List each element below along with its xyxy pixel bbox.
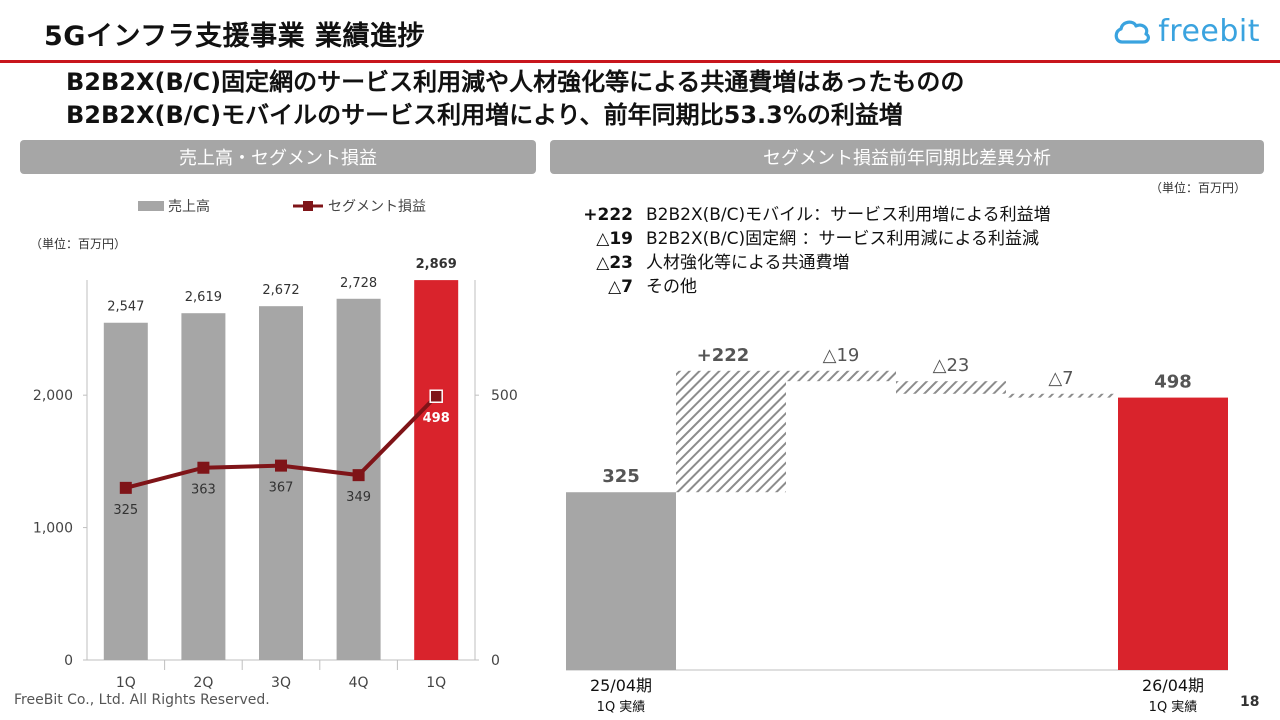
note-code: △7 — [608, 277, 633, 297]
left-unit: （単位：百万円） — [30, 237, 127, 251]
right-section-bar: セグメント損益前年同期比差異分析 — [550, 140, 1264, 174]
headline-line-1: B2B2X(B/C)固定網のサービス利用減や人材強化等による共通費増はあったもの… — [66, 68, 965, 96]
segment-profit-marker — [352, 469, 365, 482]
legend-bar-swatch — [138, 201, 164, 211]
copyright: FreeBit Co., Ltd. All Rights Reserved. — [14, 692, 270, 708]
cloud-logo-icon — [1114, 20, 1151, 44]
segment-profit-marker — [197, 461, 210, 474]
segment-profit-label: 349 — [346, 490, 371, 505]
freebit-logo: freebit — [1112, 14, 1260, 49]
segment-profit-marker — [429, 389, 443, 403]
legend-segment-label: セグメント損益 — [328, 199, 426, 215]
sales-data-label: 2,869 — [416, 257, 457, 272]
right-unit: （単位：百万円） — [1150, 181, 1247, 195]
segment-profit-label: 325 — [113, 503, 138, 518]
segment-profit-label: 367 — [269, 481, 294, 496]
x-tick-label: 1Q — [116, 675, 136, 691]
left-section-bar: 売上高・セグメント損益 — [20, 140, 536, 174]
segment-profit-label: 498 — [423, 411, 450, 426]
note-code: +222 — [583, 205, 633, 225]
title-rule — [0, 60, 1280, 63]
headline: B2B2X(B/C)固定網のサービス利用減や人材強化等による共通費増はあったもの… — [66, 66, 964, 132]
segment-profit-label: 363 — [191, 483, 216, 498]
right-tick-label: 500 — [491, 388, 518, 404]
sales-data-label: 2,547 — [107, 300, 144, 315]
note-row: △7 その他 — [560, 275, 1051, 299]
left-tick-label: 2,000 — [33, 388, 73, 404]
sales-data-label: 2,728 — [340, 276, 377, 291]
legend-line-swatch — [293, 201, 323, 211]
note-text: 人材強化等による共通費増 — [646, 253, 850, 273]
right-tick-label: 0 — [491, 653, 500, 669]
legend-sales-label: 売上高 — [168, 199, 210, 215]
left-tick-label: 0 — [64, 653, 73, 669]
left-tick-label: 1,000 — [33, 521, 73, 537]
legend-sales: 売上高 — [138, 196, 210, 216]
note-row: △19 B2B2X(B/C)固定網 ：サービス利用減による利益減 — [560, 227, 1051, 251]
sales-bar — [414, 280, 459, 660]
x-tick-label: 3Q — [271, 675, 291, 691]
sales-bar — [259, 306, 303, 660]
segment-profit-marker — [275, 459, 287, 472]
page-number: 18 — [1240, 694, 1260, 710]
sales-data-label: 2,619 — [185, 290, 222, 305]
note-row: +222 B2B2X(B/C)モバイル：サービス利用増による利益増 — [560, 203, 1051, 227]
note-code: △23 — [596, 253, 633, 273]
x-tick-label: 1Q — [426, 675, 446, 691]
x-tick-label: 4Q — [349, 675, 369, 691]
segment-profit-marker — [119, 481, 132, 494]
headline-line-2: B2B2X(B/C)モバイルのサービス利用増により、前年同期比53.3%の利益増 — [66, 101, 903, 129]
logo-text: freebit — [1158, 14, 1260, 49]
note-text: その他 — [646, 277, 697, 297]
legend-segment: セグメント損益 — [292, 196, 426, 216]
note-text: B2B2X(B/C)固定網 ：サービス利用減による利益減 — [646, 229, 1040, 249]
note-row: △23 人材強化等による共通費増 — [560, 251, 1051, 275]
page-title: 5Gインフラ支援事業 業績進捗 — [44, 21, 426, 52]
x-tick-label: 2Q — [193, 675, 213, 691]
variance-notes: +222 B2B2X(B/C)モバイル：サービス利用増による利益増 △19 B2… — [560, 203, 1051, 299]
sales-bar — [181, 313, 226, 660]
note-code: △19 — [596, 229, 633, 249]
note-text: B2B2X(B/C)モバイル：サービス利用増による利益増 — [646, 205, 1051, 225]
sales-data-label: 2,672 — [262, 283, 299, 298]
